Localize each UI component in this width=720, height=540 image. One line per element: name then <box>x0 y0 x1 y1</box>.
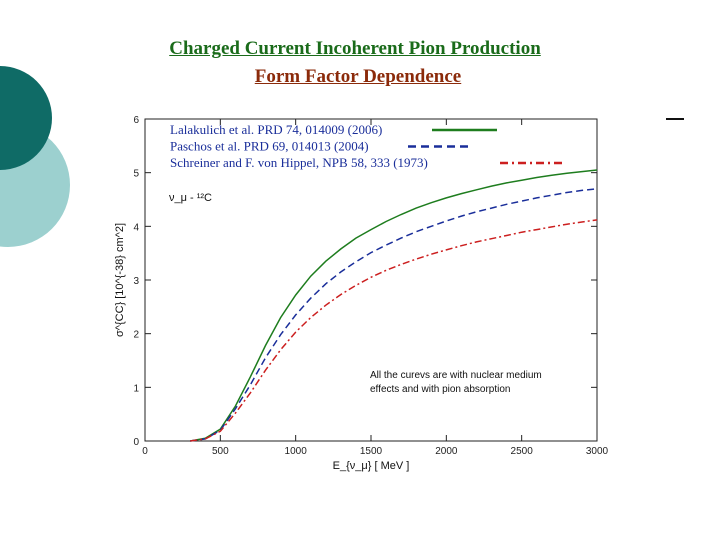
series-line-1 <box>190 169 598 442</box>
y-tick-label: 2 <box>133 330 139 341</box>
x-tick-label: 500 <box>212 446 229 457</box>
legend-entry-1: Lalakulich et al. PRD 74, 014009 (2006) <box>170 122 382 137</box>
x-tick-label: 0 <box>142 446 148 457</box>
annotation-line-1: All the curevs are with nuclear medium <box>370 370 542 381</box>
x-tick-label: 2500 <box>511 446 534 457</box>
slide-title-line1: Charged Current Incoherent Pion Producti… <box>169 38 541 59</box>
reaction-label: ν_μ - ¹²C <box>169 192 212 204</box>
series-line-3 <box>190 219 598 442</box>
dark-circle-shape <box>0 66 52 170</box>
x-tick-label: 2000 <box>435 446 458 457</box>
y-tick-label: 4 <box>133 222 139 233</box>
legend-entry-3: Schreiner and F. von Hippel, NPB 58, 333… <box>170 155 428 170</box>
y-axis-label: σ^{CC} [10^{-38} cm^2] <box>114 223 126 337</box>
x-tick-label: 1500 <box>360 446 383 457</box>
x-tick-label: 3000 <box>586 446 609 457</box>
legend-entry-2: Paschos et al. PRD 69, 014013 (2004) <box>170 139 369 154</box>
x-tick-label: 1000 <box>285 446 308 457</box>
series-line-2 <box>190 188 598 442</box>
y-tick-label: 0 <box>133 437 139 448</box>
y-tick-label: 1 <box>133 383 139 394</box>
x-axis-label: E_{ν_μ} [ MeV ] <box>333 460 410 472</box>
slide-title-line2: Form Factor Dependence <box>254 66 462 87</box>
annotation-line-2: effects and with pion absorption <box>370 384 510 395</box>
y-tick-label: 6 <box>133 115 139 126</box>
y-tick-label: 3 <box>133 276 139 287</box>
y-tick-label: 5 <box>133 169 139 180</box>
